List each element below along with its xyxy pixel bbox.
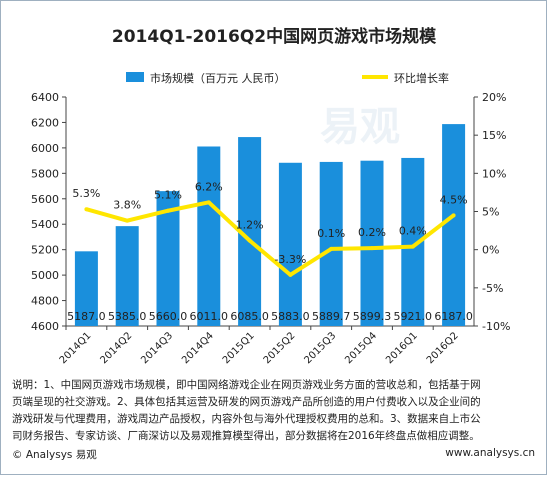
bar — [238, 137, 262, 326]
left-tick-label: 5400 — [31, 218, 59, 231]
bar-value-label: 6085.0 — [230, 310, 269, 323]
x-tick-label: 2014Q3 — [139, 330, 175, 366]
legend-bar-swatch — [126, 72, 144, 82]
right-tick-label: 20% — [482, 91, 506, 104]
x-tick-label: 2014Q1 — [58, 330, 94, 366]
right-tick-label: -10% — [482, 320, 510, 333]
bar — [74, 251, 98, 326]
bar-value-label: 5921.0 — [394, 310, 433, 323]
bar-value-label: 5385.0 — [108, 310, 147, 323]
growth-value-label: 0.4% — [399, 225, 427, 238]
x-tick-label: 2014Q2 — [98, 330, 134, 366]
footer-copyright: © Analysys 易观 — [12, 449, 97, 461]
footer-url: www.analysys.cn — [445, 447, 535, 459]
growth-point — [247, 238, 252, 243]
growth-point — [370, 246, 374, 251]
bar — [156, 191, 180, 326]
growth-value-label: 0.1% — [317, 227, 345, 240]
growth-point — [410, 244, 415, 249]
bar — [401, 157, 425, 326]
legend: 市场规模（百万元 人民币） 环比增长率 — [126, 71, 449, 85]
left-tick-label: 4800 — [31, 295, 59, 308]
growth-line — [85, 200, 455, 277]
x-tick-label: 2015Q4 — [343, 330, 379, 366]
right-tick-label: -5% — [482, 282, 503, 295]
left-tick-label: 6200 — [31, 116, 59, 129]
bar — [115, 226, 139, 326]
bar-value-label: 5889.7 — [312, 310, 351, 323]
bar-value-label: 5883.0 — [271, 310, 310, 323]
note-line: 页端呈现的社交游戏。2、具体包括其运营及研发的网页游戏产品所创造的用户付费收入以… — [12, 396, 481, 408]
growth-value-label: 5.1% — [154, 189, 182, 202]
x-tick-label: 2015Q3 — [302, 330, 338, 366]
growth-value-label: 1.2% — [236, 219, 264, 232]
left-tick-label: 5000 — [31, 269, 59, 282]
left-tick-label: 6000 — [31, 142, 59, 155]
right-tick-label: 15% — [482, 129, 506, 142]
bar-value-label: 6187.0 — [434, 310, 473, 323]
bar — [197, 146, 221, 326]
right-tick-label: 0% — [482, 244, 499, 257]
growth-value-label: 0.2% — [358, 226, 386, 239]
left-tick-label: 6400 — [31, 91, 59, 104]
left-tick-label: 5600 — [31, 193, 59, 206]
growth-value-label: 4.5% — [440, 193, 468, 206]
bar-value-label: 5899.3 — [353, 310, 392, 323]
growth-value-label: -3.3% — [274, 253, 306, 266]
growth-point — [166, 208, 170, 213]
x-tick-label: 2015Q1 — [221, 330, 257, 366]
left-tick-label: 5800 — [31, 167, 59, 180]
growth-point — [329, 246, 334, 251]
growth-point — [125, 218, 130, 223]
x-tick-label: 2016Q2 — [425, 330, 461, 366]
right-tick-label: 10% — [482, 167, 506, 180]
legend-line-label: 环比增长率 — [394, 71, 449, 85]
plot-area: 4600 4800 5000 5200 5400 5600 5800 6000 6200 6400… — [31, 91, 510, 366]
x-tick-label: 2015Q2 — [262, 330, 298, 366]
left-tick-label: 4600 — [31, 320, 59, 333]
growth-point — [84, 207, 89, 212]
bar-value-label: 5187.0 — [67, 310, 106, 323]
legend-bar-label: 市场规模（百万元 人民币） — [150, 71, 286, 85]
left-tick-label: 5200 — [31, 244, 59, 257]
bar — [360, 160, 384, 326]
growth-value-label: 3.8% — [113, 199, 141, 212]
bar — [442, 124, 466, 327]
bar — [278, 162, 302, 326]
x-tick-label: 2016Q1 — [384, 330, 420, 366]
growth-point — [206, 200, 211, 205]
chart-title: 2014Q1-2016Q2中国网页游戏市场规模 — [112, 26, 437, 47]
note-line: 说明：1、中国网页游戏市场规模，即中国网络游戏企业在网页游戏业务方面的营收总和，… — [12, 379, 481, 391]
right-tick-label: 5% — [482, 206, 499, 219]
bar — [319, 161, 343, 326]
bar-value-label: 6011.0 — [190, 310, 229, 323]
note-line: 司财务报告、专家访谈、厂商深访以及易观推算模型得出，部分数据将在2016年终盘点… — [12, 430, 480, 442]
x-tick-label: 2014Q4 — [180, 330, 216, 366]
watermark: 易观 — [320, 104, 400, 150]
growth-value-label: 6.2% — [195, 180, 223, 193]
bar-value-label: 5660.0 — [149, 310, 188, 323]
growth-value-label: 5.3% — [72, 187, 100, 200]
note-line: 游戏研发与代理费用，游戏周边产品授权，内容外包与海外代理授权费用的总和。3、数据… — [12, 413, 481, 425]
growth-point — [451, 213, 456, 218]
growth-point — [288, 272, 293, 277]
